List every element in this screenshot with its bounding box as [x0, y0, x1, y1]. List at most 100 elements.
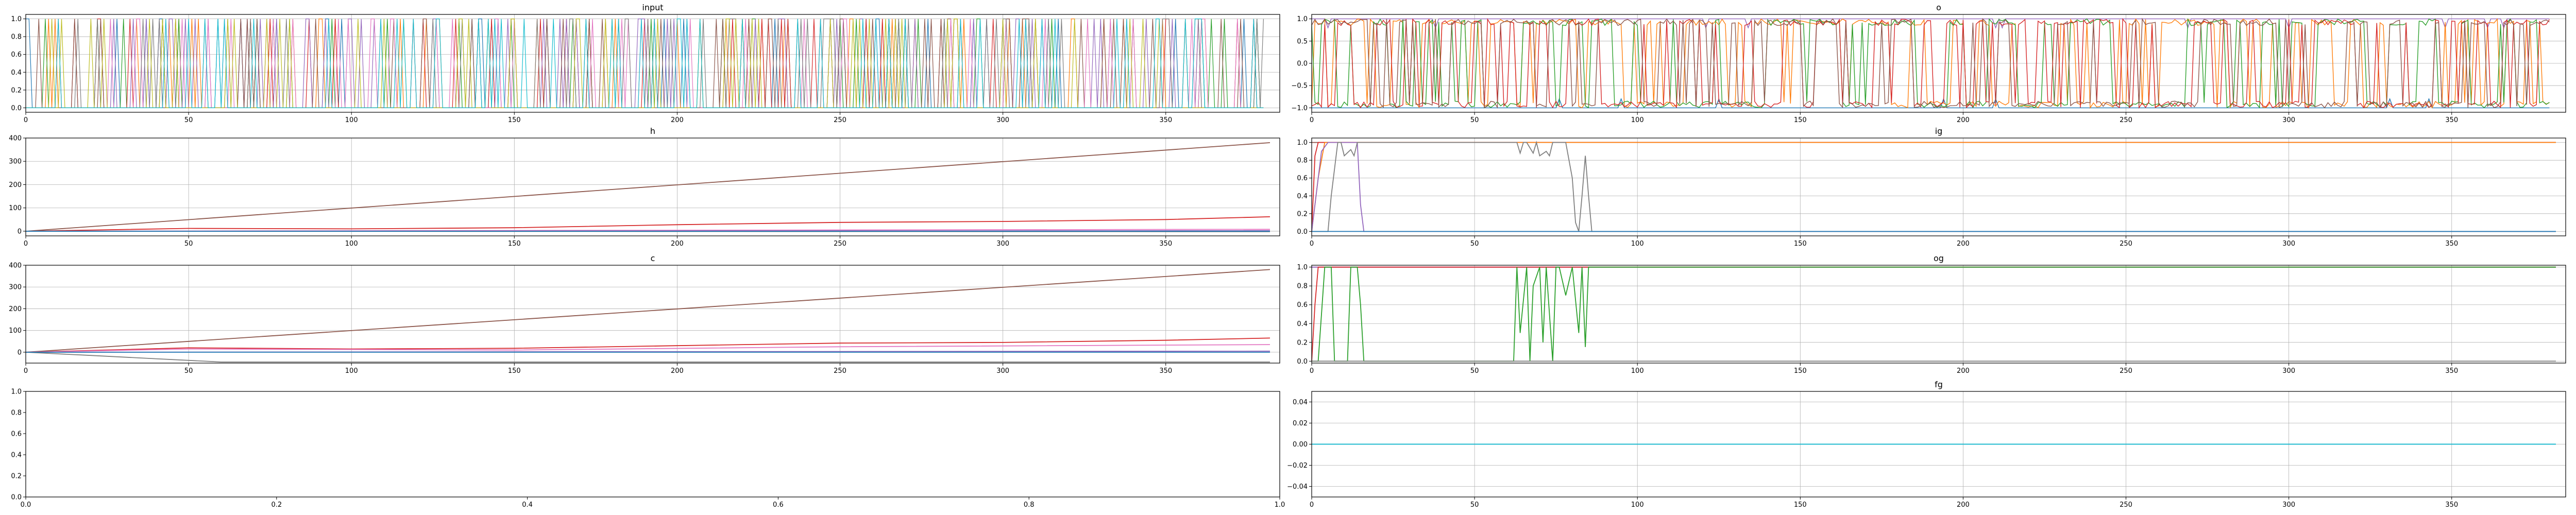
x-tick-label: 1.0: [1275, 501, 1285, 509]
x-tick-label: 350: [2445, 501, 2458, 509]
y-tick-label: 0: [18, 349, 22, 356]
y-tick-label: 1.0: [1297, 139, 1308, 147]
x-tick-label: 50: [184, 116, 193, 124]
series-line: [1312, 141, 2556, 232]
chart-title: h: [650, 126, 655, 136]
y-tick-label: −1.0: [1291, 105, 1308, 112]
x-tick-label: 100: [345, 116, 358, 124]
axes-frame: [1311, 138, 2566, 236]
chart-title: c: [651, 253, 655, 263]
x-tick-label: 250: [834, 240, 846, 248]
y-tick-label: 200: [9, 305, 22, 313]
chart-title: input: [642, 3, 663, 12]
plot-area-o: [1312, 18, 2550, 109]
x-tick-label: 100: [1631, 367, 1644, 375]
x-tick-label: 250: [834, 367, 846, 375]
series-line: [1312, 18, 2550, 109]
y-tick-label: −0.02: [1287, 462, 1308, 470]
y-tick-label: −0.04: [1287, 483, 1308, 491]
series-line: [26, 19, 1264, 108]
y-tick-label: 400: [9, 135, 22, 143]
x-tick-label: 300: [996, 116, 1009, 124]
y-tick-label: 0.4: [11, 452, 22, 459]
x-tick-label: 350: [1159, 116, 1172, 124]
series-line: [26, 337, 1270, 353]
x-tick-label: 350: [1159, 367, 1172, 375]
series-line: [26, 19, 1264, 108]
x-tick-label: 200: [1957, 501, 1970, 509]
y-tick-label: 0.6: [11, 51, 22, 59]
series-line: [26, 19, 1264, 108]
x-tick-label: 300: [2282, 367, 2295, 375]
x-tick-label: 100: [1631, 116, 1644, 124]
x-tick-label: 0.4: [522, 501, 533, 509]
panel-ig: 0 50 100 150 200 250 300 350 0.0 0.2 0.4 0.6 0.8 1.0 i…: [1297, 126, 2566, 248]
x-tick-label: 200: [671, 367, 684, 375]
x-tick-label: 100: [1631, 501, 1644, 509]
x-tick-label: 0: [24, 116, 28, 124]
series-line: [1312, 18, 2550, 109]
x-tick-label: 0.8: [1024, 501, 1035, 509]
x-tick-label: 100: [1631, 240, 1644, 248]
series-line: [26, 19, 1264, 108]
chart-title: ig: [1935, 126, 1943, 136]
series-line: [26, 19, 1264, 108]
plot-area-input: [26, 19, 1264, 108]
axes-frame: [25, 265, 1280, 364]
y-tick-label: 0.04: [1293, 399, 1308, 406]
panel-og: 0 50 100 150 200 250 300 350 0.0 0.2 0.4 0.6 0.8 1.0 o…: [1297, 253, 2566, 375]
x-tick-label: 200: [1957, 116, 1970, 124]
plot-area-c: [26, 269, 1270, 363]
series-line: [26, 19, 1264, 108]
y-tick-label: 100: [9, 204, 22, 212]
y-tick-label: 300: [9, 284, 22, 291]
x-tick-label: 150: [508, 116, 521, 124]
x-tick-label: 200: [1957, 240, 1970, 248]
y-tick-label: 300: [9, 158, 22, 166]
y-tick-label: 0.8: [11, 409, 22, 417]
axes-frame: [25, 138, 1280, 236]
y-tick-label: 0.0: [11, 105, 22, 112]
x-tick-label: 100: [345, 240, 358, 248]
y-tick-label: 0.6: [1297, 175, 1308, 182]
x-tick-label: 150: [508, 367, 521, 375]
y-tick-label: 0.2: [11, 473, 22, 480]
x-tick-label: 350: [2445, 367, 2458, 375]
panel-empty: 0.0 0.2 0.4 0.6 0.8 1.0 0.0 0.2 0.4 0.6 0.8 1.0: [11, 388, 1285, 509]
chart-title: o: [1936, 3, 1941, 12]
y-tick-label: 100: [9, 327, 22, 335]
series-line: [26, 344, 1270, 353]
x-tick-label: 250: [2120, 240, 2132, 248]
chart-title: og: [1934, 253, 1944, 263]
x-tick-label: 50: [1470, 240, 1479, 248]
series-line: [1312, 18, 2550, 29]
plot-area-og: [1312, 266, 2556, 362]
x-tick-label: 0: [1310, 240, 1314, 248]
y-tick-label: 0.4: [1297, 320, 1308, 328]
x-tick-label: 150: [1794, 367, 1807, 375]
y-tick-label: 0.8: [11, 33, 22, 41]
y-tick-label: 0.0: [1297, 228, 1308, 236]
x-tick-label: 350: [1159, 240, 1172, 248]
plot-area-h: [26, 142, 1270, 232]
y-tick-label: 0.8: [1297, 157, 1308, 165]
x-tick-label: 200: [671, 116, 684, 124]
series-line: [26, 19, 1264, 108]
series-line: [1312, 266, 2556, 362]
x-tick-label: 0: [24, 367, 28, 375]
y-tick-label: 0.0: [11, 494, 22, 502]
x-tick-label: 150: [1794, 240, 1807, 248]
y-tick-label: 0.4: [11, 69, 22, 77]
y-tick-label: 0.2: [1297, 210, 1308, 218]
panel-h: 0 50 100 150 200 250 300 350 0 100 200 300 400 h: [9, 126, 1280, 248]
y-tick-label: 0.02: [1293, 420, 1308, 427]
series-line: [26, 19, 1264, 108]
y-tick-label: 1.0: [1297, 264, 1308, 271]
x-tick-label: 250: [834, 116, 846, 124]
plot-area-ig: [1312, 141, 2556, 232]
y-tick-label: 0.6: [11, 431, 22, 438]
x-tick-label: 300: [2282, 501, 2295, 509]
y-tick-label: 0.00: [1293, 441, 1308, 449]
y-tick-label: −0.5: [1291, 82, 1308, 90]
